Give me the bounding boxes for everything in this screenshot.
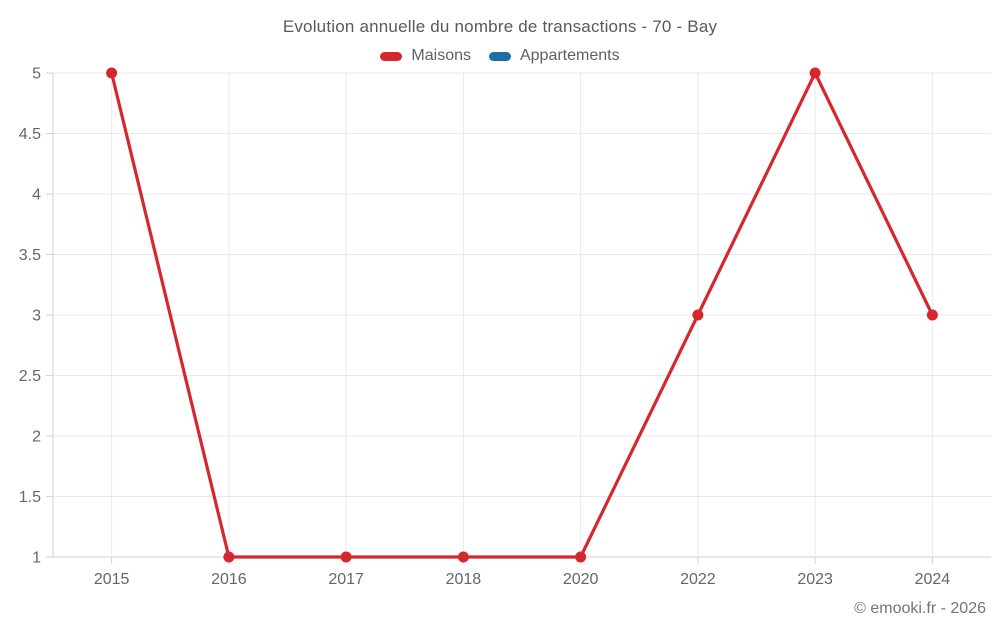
maisons-swatch-icon (380, 51, 403, 61)
y-tick-label: 1.5 (19, 489, 41, 506)
data-point-maisons-2017[interactable] (340, 551, 352, 563)
y-tick-label: 5 (32, 66, 41, 83)
y-tick-label: 2.5 (19, 368, 41, 385)
x-tick-label: 2017 (328, 571, 364, 588)
chart-title: Evolution annuelle du nombre de transact… (282, 17, 718, 36)
data-point-maisons-2024[interactable] (926, 309, 938, 321)
data-point-maisons-2018[interactable] (457, 551, 469, 563)
y-tick-label: 3 (32, 308, 41, 325)
y-tick-label: 1 (32, 550, 41, 567)
data-point-maisons-2020[interactable] (575, 551, 587, 563)
y-tick-label: 2 (32, 429, 41, 446)
chart-header: Evolution annuelle du nombre de transact… (0, 0, 1000, 65)
legend-label-maisons: Maisons (411, 47, 471, 64)
legend: Maisons Appartements (0, 47, 1000, 65)
x-tick-label: 2015 (94, 571, 130, 588)
appartements-swatch-icon (488, 51, 511, 61)
x-tick-label: 2024 (915, 571, 951, 588)
x-tick-label: 2016 (211, 571, 247, 588)
x-tick-label: 2022 (680, 571, 716, 588)
series-line-maisons (110, 71, 934, 559)
y-tick-label: 4.5 (19, 126, 41, 143)
data-point-maisons-2023[interactable] (809, 67, 821, 79)
legend-label-appartements: Appartements (519, 47, 620, 64)
copyright-text: © emooki.fr - 2026 (854, 600, 986, 617)
legend-item-appartements[interactable]: Appartements (488, 47, 620, 65)
x-tick-label: 2020 (563, 571, 599, 588)
y-tick-label: 3.5 (19, 247, 41, 264)
data-point-maisons-2022[interactable] (692, 309, 704, 321)
y-tick-label: 4 (32, 187, 41, 204)
x-tick-label: 2018 (446, 571, 482, 588)
data-point-maisons-2016[interactable] (223, 551, 235, 563)
x-tick-label: 2023 (797, 571, 833, 588)
data-point-maisons-2015[interactable] (106, 67, 118, 79)
legend-item-maisons[interactable]: Maisons (380, 47, 471, 65)
